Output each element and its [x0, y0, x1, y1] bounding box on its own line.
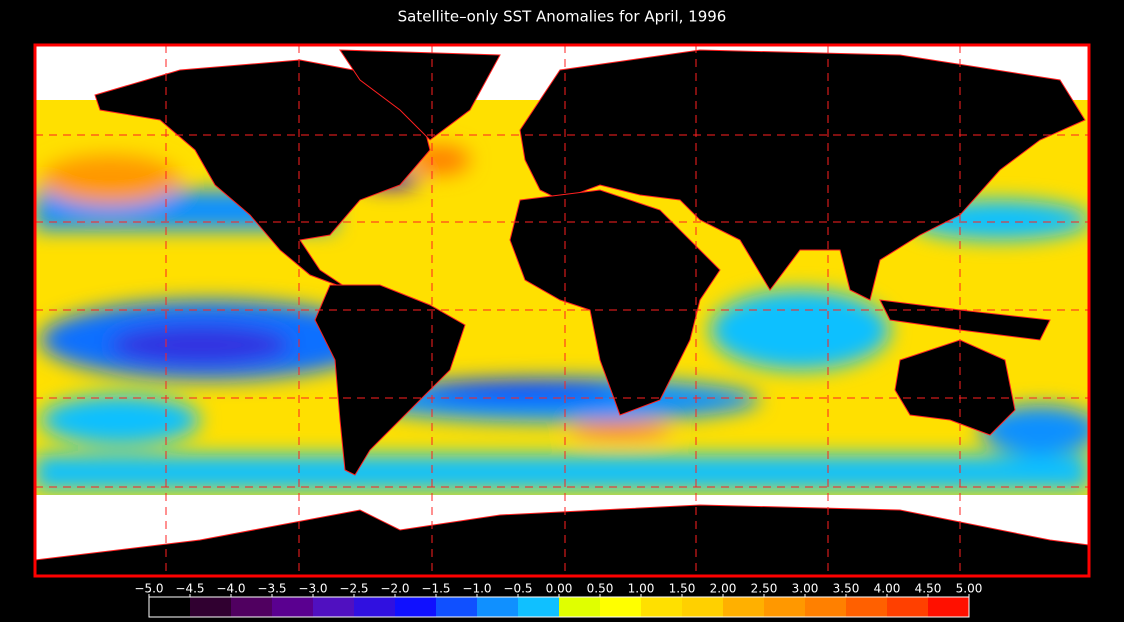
colorbar-tick-label: 4.00 — [874, 582, 901, 596]
colorbar-tick-label: 2.50 — [751, 582, 778, 596]
colorbar-tick-label: 4.50 — [915, 582, 942, 596]
colorbar-tick-label: 3.00 — [792, 582, 819, 596]
colorbar-tick-label: 0.50 — [587, 582, 614, 596]
colorbar-tick-label: −0.5 — [503, 582, 532, 596]
colorbar-tick-label: 1.50 — [669, 582, 696, 596]
colorbar-bin — [600, 597, 641, 617]
colorbar: −5.0 −4.5 −4.0 −3.5 −3.0 −2.5 −2.0 −1.5 −1.0 −0.5… — [134, 582, 982, 618]
colorbar-tick-label: −2.5 — [339, 582, 368, 596]
colorbar-tick-label: −1.5 — [421, 582, 450, 596]
colorbar-tick-label: −3.0 — [298, 582, 327, 596]
colorbar-bin — [436, 597, 477, 617]
colorbar-tick-label: −2.0 — [380, 582, 409, 596]
colorbar-bin — [641, 597, 682, 617]
colorbar-tick-label: −5.0 — [134, 582, 163, 596]
map-title: Satellite–only SST Anomalies for April, … — [398, 8, 727, 26]
map-frame — [33, 43, 1091, 578]
colorbar-bin — [313, 597, 354, 617]
colorbar-tick-label: −4.0 — [216, 582, 245, 596]
graticule — [35, 45, 1089, 576]
colorbar-bin — [559, 597, 600, 617]
colorbar-bin — [354, 597, 395, 617]
colorbar-bin — [928, 597, 969, 617]
map-area — [35, 45, 1089, 576]
colorbar-bin — [395, 597, 436, 617]
colorbar-bin — [764, 597, 805, 617]
colorbar-bin — [149, 597, 190, 617]
colorbar-bin — [272, 597, 313, 617]
colorbar-tick-label: −1.0 — [462, 582, 491, 596]
colorbar-bin — [846, 597, 887, 617]
colorbar-tick-label: 1.00 — [628, 582, 655, 596]
colorbar-bin — [723, 597, 764, 617]
colorbar-tick-label: 2.00 — [710, 582, 737, 596]
colorbar-bin — [682, 597, 723, 617]
colorbar-tick-label: 0.00 — [546, 582, 573, 596]
colorbar-tick-label: 5.00 — [956, 582, 983, 596]
colorbar-bin — [887, 597, 928, 617]
colorbar-tick-label: −4.5 — [175, 582, 204, 596]
colorbar-tick-label: −3.5 — [257, 582, 286, 596]
colorbar-bin — [518, 597, 559, 617]
colorbar-bin — [805, 597, 846, 617]
colorbar-bin — [190, 597, 231, 617]
colorbar-bin — [231, 597, 272, 617]
colorbar-tick-label: 3.50 — [833, 582, 860, 596]
colorbar-bin — [477, 597, 518, 617]
